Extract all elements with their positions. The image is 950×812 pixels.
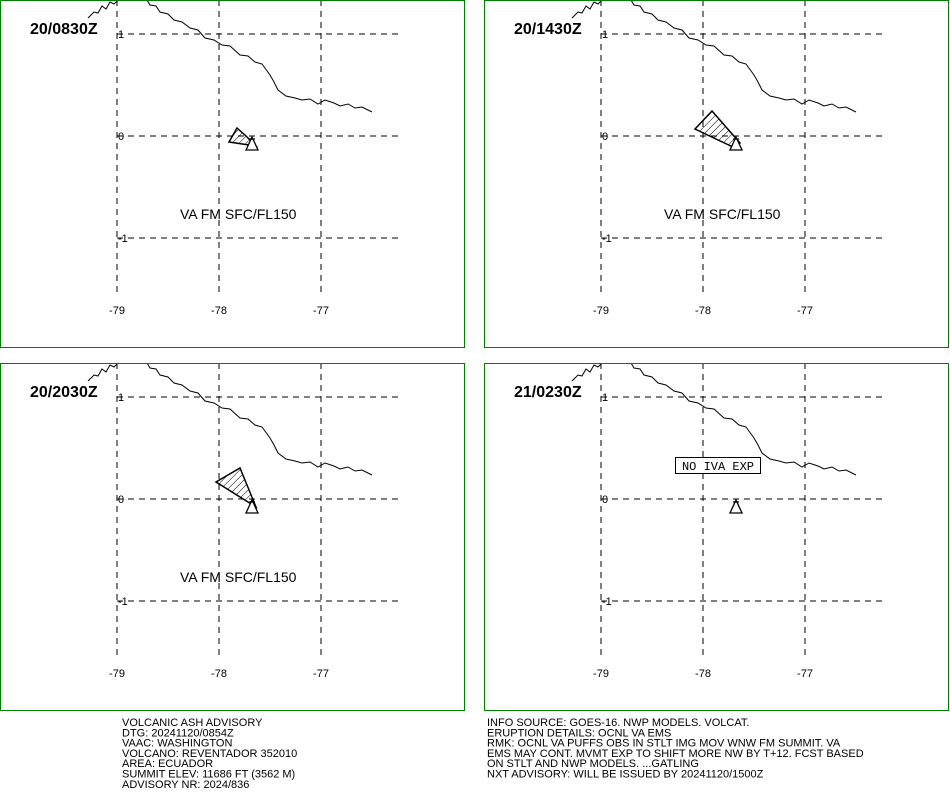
- volcano-symbol: [728, 498, 744, 514]
- advisory-line: RMK: OCNL VA PUFFS OBS IN STLT IMG MOV W…: [487, 738, 841, 750]
- coastline: [147, 364, 373, 476]
- coastline: [631, 1, 857, 113]
- panel-content: [571, 1, 884, 295]
- advisory-line: VOLCANIC ASH ADVISORY: [122, 717, 263, 729]
- latitude-label: 1: [118, 392, 124, 404]
- advisory-line: VOLCANO: REVENTADOR 352010: [122, 748, 297, 760]
- advisory-line: SUMMIT ELEV: 11686 FT (3562 M): [122, 769, 295, 781]
- valid-time: 20/1430Z: [514, 21, 582, 38]
- map-panel: 1 0 -1 -79 -78 -77 20/2030Z VA FM SFC/FL150: [0, 363, 465, 711]
- longitude-label: -78: [695, 305, 711, 317]
- volcano-symbol: [728, 135, 744, 151]
- coastline: [147, 1, 373, 113]
- ash-annotation: NO IVA EXP: [682, 460, 754, 474]
- latitude-label: 1: [602, 392, 608, 404]
- latitude-label: 0: [602, 131, 608, 143]
- latitude-label: 1: [118, 29, 124, 41]
- map-panel: 1 0 -1 -79 -78 -77 21/0230Z NO IVA EXP: [484, 363, 949, 711]
- panel-border: [0, 363, 465, 711]
- longitude-label: -77: [313, 305, 329, 317]
- volcano-symbol: [244, 498, 260, 514]
- latitude-label: -1: [602, 596, 612, 608]
- annotation-box: [675, 457, 761, 474]
- valid-time: 21/0230Z: [514, 384, 582, 401]
- longitude-label: -79: [109, 668, 125, 680]
- valid-time: 20/2030Z: [30, 384, 98, 401]
- latitude-label: 0: [118, 131, 124, 143]
- valid-time: 20/0830Z: [30, 21, 98, 38]
- panel-border: [484, 0, 949, 348]
- ash-area: [214, 466, 258, 509]
- latitude-label: 0: [118, 494, 124, 506]
- longitude-label: -77: [797, 305, 813, 317]
- ash-area: [693, 109, 742, 149]
- longitude-label: -77: [313, 668, 329, 680]
- panel-content: [87, 364, 400, 658]
- coastline: [631, 364, 857, 476]
- advisory-line: AREA: ECUADOR: [122, 758, 213, 770]
- latitude-label: 1: [602, 29, 608, 41]
- volcano-symbol: [244, 135, 260, 151]
- advisory-line: ADVISORY NR: 2024/836: [122, 779, 249, 791]
- longitude-label: -78: [211, 305, 227, 317]
- panel-content: [87, 1, 400, 295]
- panel-border: [0, 0, 465, 348]
- map-panel: 1 0 -1 -79 -78 -77 20/0830Z VA FM SFC/FL150: [0, 0, 465, 348]
- longitude-label: -79: [593, 305, 609, 317]
- longitude-label: -79: [109, 305, 125, 317]
- latitude-label: 0: [602, 494, 608, 506]
- advisory-line: INFO SOURCE: GOES-16. NWP MODELS. VOLCAT…: [487, 717, 749, 729]
- panel-border: [484, 363, 949, 711]
- ash-annotation: VA FM SFC/FL150: [664, 206, 781, 222]
- longitude-label: -78: [211, 668, 227, 680]
- latitude-label: -1: [118, 596, 128, 608]
- coastline: [87, 1, 118, 19]
- advisory-line: ON STLT AND NWP MODELS. ...GATLING: [487, 758, 699, 770]
- longitude-label: -78: [695, 668, 711, 680]
- advisory-line: ERUPTION DETAILS: OCNL VA EMS: [487, 727, 671, 739]
- coastline: [571, 364, 602, 382]
- longitude-label: -77: [797, 668, 813, 680]
- advisory-line: DTG: 20241120/0854Z: [122, 727, 234, 739]
- panel-content: [571, 364, 884, 658]
- advisory-line: VAAC: WASHINGTON: [122, 738, 232, 750]
- coastline: [571, 1, 602, 19]
- longitude-label: -79: [593, 668, 609, 680]
- ash-annotation: VA FM SFC/FL150: [180, 206, 297, 222]
- latitude-label: -1: [602, 233, 612, 245]
- map-panel: 1 0 -1 -79 -78 -77 20/1430Z VA FM SFC/FL150: [484, 0, 949, 348]
- latitude-label: -1: [118, 233, 128, 245]
- advisory-line: NXT ADVISORY: WILL BE ISSUED BY 20241120…: [487, 769, 764, 781]
- ash-annotation: VA FM SFC/FL150: [180, 569, 297, 585]
- coastline: [87, 364, 118, 382]
- advisory-line: EMS MAY CONT. MVMT EXP TO SHIFT MORE NW …: [487, 748, 864, 760]
